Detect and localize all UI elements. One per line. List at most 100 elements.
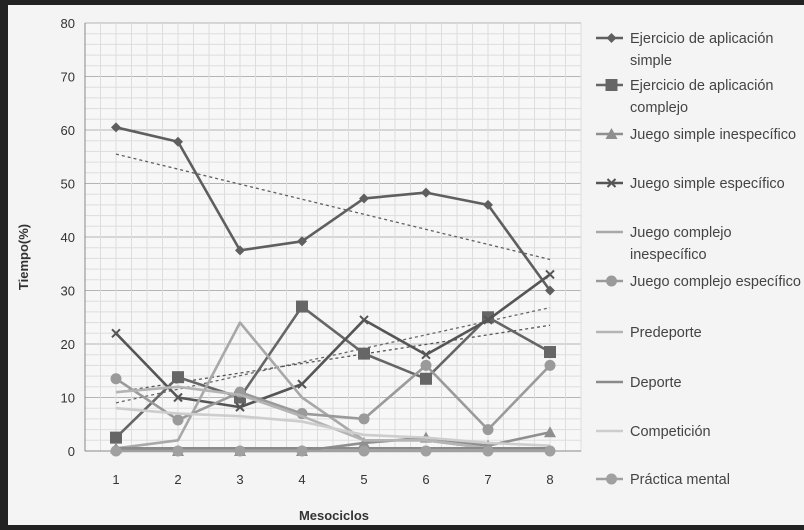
legend-label: Deporte: [630, 375, 682, 391]
data-point: [358, 445, 370, 457]
legend-marker: [606, 33, 617, 43]
x-tick-label: 7: [484, 472, 491, 487]
trend-line: [115, 153, 551, 261]
x-tick-labels: 1 2 3 4 5 6 7 8: [112, 472, 553, 487]
series-1: [111, 122, 555, 296]
legend-label-line: simple: [630, 53, 672, 69]
series-line: [115, 305, 551, 439]
data-point: [172, 414, 184, 426]
data-point: [421, 187, 431, 198]
legend-label-line: complejo: [630, 100, 688, 116]
x-tick-label: 4: [298, 472, 305, 487]
data-point: [234, 445, 246, 457]
data-point: [482, 445, 494, 457]
y-tick-label: 0: [68, 444, 75, 459]
y-axis-label: Tiempo(%): [16, 224, 31, 290]
legend-label-line: Ejercicio de aplicación: [630, 31, 773, 47]
legend-label-line: Práctica mental: [630, 472, 730, 488]
legend-entry: Práctica mental: [596, 472, 730, 488]
data-point: [544, 359, 556, 371]
marker-stroke: [235, 402, 245, 412]
y-tick-label: 60: [61, 123, 75, 138]
data-point: [111, 122, 121, 133]
legend-label: Ejercicio de aplicación complejo: [630, 78, 773, 116]
legend-label: Ejercicio de aplicación simple: [630, 31, 773, 69]
legend-marker: [605, 128, 618, 139]
series-line: [115, 273, 551, 409]
data-point: [359, 315, 369, 325]
series-line: [115, 126, 552, 292]
data-point: [297, 379, 307, 389]
legend-entry: Ejercicio de aplicación simple: [596, 31, 773, 69]
legend-entry: Juego simple específico: [596, 176, 785, 192]
y-tick-label: 20: [61, 337, 75, 352]
y-tick-label: 50: [61, 177, 75, 192]
legend-label: Juego simple específico: [630, 176, 785, 192]
series-line: [115, 364, 551, 431]
data-point: [482, 424, 494, 436]
legend-entry: Predeporte: [596, 325, 702, 341]
data-point: [483, 315, 493, 325]
legend-marker: [606, 275, 617, 287]
data-point: [297, 236, 307, 247]
marker-stroke: [173, 392, 183, 403]
legend-label-line: Deporte: [630, 375, 682, 391]
legend-marker: [606, 178, 617, 188]
series-2: [110, 300, 556, 444]
data-point: [235, 245, 245, 256]
legend-entry: Competición: [596, 424, 711, 440]
data-point: [296, 445, 308, 457]
legend-label: Juego simple inespecífico: [630, 127, 796, 143]
data-point: [172, 445, 184, 457]
data-point: [110, 431, 122, 444]
legend-label-line: Juego simple específico: [630, 176, 785, 192]
legend-label-line: Juego simple inespecífico: [630, 127, 796, 143]
legend-label: Juego complejo específico: [630, 274, 801, 290]
series-10: [110, 445, 556, 457]
grid-lines: [84, 22, 582, 452]
y-tick-labels: 0 10 20 30 40 50 60 70 80: [61, 16, 75, 459]
x-axis-label: Mesociclos: [299, 508, 369, 523]
legend-label: Juego complejo inespecífico: [630, 225, 732, 263]
series-9: [115, 406, 551, 447]
legend-label: Práctica mental: [630, 472, 730, 488]
legend-entry: Juego simple inespecífico: [596, 127, 796, 143]
data-point: [544, 346, 556, 359]
data-point: [483, 199, 493, 210]
x-tick-label: 6: [422, 472, 429, 487]
legend-label: Predeporte: [630, 325, 702, 341]
legend-label: Competición: [630, 424, 711, 440]
marker-stroke: [606, 178, 617, 188]
data-point: [358, 347, 370, 360]
line-chart: 0 10 20 30 40 50 60 70 80 1 2 3 4 5 6 7 8 Ejercicio de …: [16, 16, 801, 523]
legend-label-line: inespecífico: [630, 247, 707, 263]
series-line: [115, 406, 551, 447]
data-point: [296, 300, 308, 313]
y-tick-label: 40: [61, 230, 75, 245]
data-point: [420, 359, 432, 371]
legend-entry: Juego complejo inespecífico: [596, 225, 732, 263]
y-tick-label: 10: [61, 391, 75, 406]
chart-frame: 0 10 20 30 40 50 60 70 80 1 2 3 4 5 6 7 8 Ejercicio de …: [8, 5, 804, 525]
data-point: [420, 372, 432, 385]
legend-label-line: Competición: [630, 424, 711, 440]
x-tick-label: 1: [112, 472, 119, 487]
x-tick-label: 5: [360, 472, 367, 487]
legend-entry: Deporte: [596, 375, 682, 391]
data-point: [420, 445, 432, 457]
data-point: [173, 392, 183, 403]
data-point: [358, 436, 370, 448]
legend-label-line: Ejercicio de aplicación: [630, 78, 773, 94]
legend-label-line: Juego complejo específico: [630, 274, 801, 290]
data-point: [544, 445, 556, 457]
legend-marker: [605, 79, 618, 91]
marker-stroke: [359, 315, 369, 325]
x-tick-label: 8: [546, 472, 553, 487]
series-4: [111, 269, 555, 412]
data-point: [544, 426, 556, 438]
marker-stroke: [421, 349, 431, 360]
legend-label-line: Predeporte: [630, 325, 702, 341]
data-point: [111, 328, 121, 339]
x-tick-label: 2: [174, 472, 181, 487]
